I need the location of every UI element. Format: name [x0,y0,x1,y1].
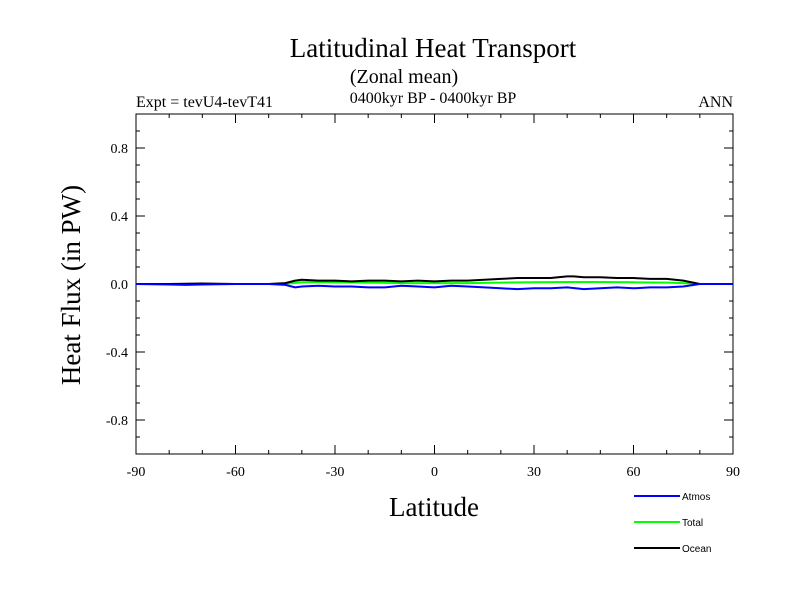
chart-title: Latitudinal Heat Transport [290,33,577,63]
experiment-label: Expt = tevU4-tevT41 [136,94,273,111]
y-tick-label: 0.8 [111,142,129,157]
series-lines [135,275,733,291]
legend: Atmos Total Ocean [634,492,711,555]
axis-ticks [135,113,734,455]
x-tick-label: 60 [627,465,641,480]
series-line-atmos [135,283,733,291]
series-line-ocean [136,275,733,285]
x-tick-label: -60 [226,465,245,480]
legend-label-ocean: Ocean [682,544,711,555]
y-tick-label: 0.0 [111,278,129,293]
x-tick-label: 0 [431,465,438,480]
x-tick-label: -90 [127,465,146,480]
y-tick-label: -0.4 [106,346,128,361]
chart-period: 0400kyr BP - 0400kyr BP [350,90,517,107]
x-tick-label: 90 [726,465,740,480]
season-label: ANN [698,94,733,111]
axis-tick-labels: -90 -60 -30 0 30 60 90 -0.8 -0.4 0.0 0.4 0.8 [106,142,740,480]
chart-subtitle: (Zonal mean) [350,66,458,88]
y-axis-label: Heat Flux (in PW) [56,185,86,385]
x-axis-label: Latitude [389,492,479,522]
legend-label-atmos: Atmos [682,492,710,503]
legend-label-total: Total [682,518,703,529]
y-tick-label: -0.8 [106,414,128,429]
y-tick-label: 0.4 [111,210,129,225]
x-tick-label: -30 [326,465,345,480]
x-tick-label: 30 [527,465,541,480]
